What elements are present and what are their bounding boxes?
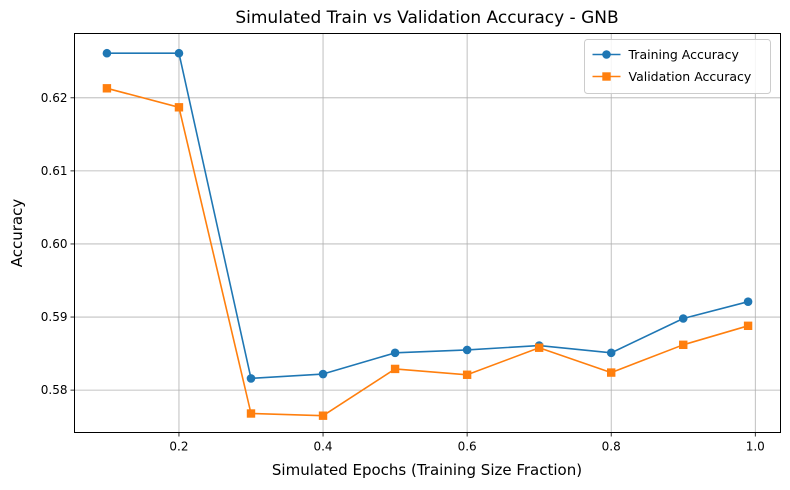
validation-accuracy-point [534,343,544,352]
validation-accuracy-point [318,411,328,420]
y-tick-label: 0.61 [41,164,68,178]
y-tick-label: 0.62 [41,91,68,105]
x-tick-label: 0.6 [458,440,477,454]
validation-accuracy-point [462,370,472,379]
validation-accuracy-point [679,340,688,350]
y-tick-label: 0.58 [41,383,68,397]
legend-box [584,39,771,94]
y-axis-label: Accuracy [8,199,26,268]
legend-marker-training-accuracy [602,50,611,59]
validation-accuracy-point [246,409,256,418]
legend-label-validation-accuracy: Validation Accuracy [629,69,752,84]
validation-accuracy-point [102,84,112,93]
chart-title: Simulated Train vs Validation Accuracy -… [235,8,618,28]
plot-frame [74,33,781,433]
validation-accuracy-point [174,103,184,112]
training-accuracy-point [462,345,472,355]
training-accuracy-point [390,348,400,358]
x-tick-label: 0.2 [169,440,188,454]
validation-accuracy-series [102,84,753,420]
training-accuracy-point [318,369,328,379]
x-tick-label: 0.4 [313,440,332,454]
validation-accuracy-point [607,368,616,377]
training-accuracy-series [102,48,753,383]
training-accuracy-point [102,48,112,58]
legend-marker-validation-accuracy [602,72,611,81]
training-accuracy-point [743,297,753,306]
y-axis: 0.58 0.59 0.60 0.61 0.62 [41,91,75,397]
x-axis-label: Simulated Epochs (Training Size Fraction… [272,461,582,479]
training-accuracy-point [606,348,616,358]
x-axis: 0.2 0.4 0.6 0.8 1.0 [169,432,765,454]
validation-accuracy-line [106,87,749,417]
x-tick-label: 1.0 [746,440,765,454]
training-accuracy-point [174,48,184,58]
validation-accuracy-point [743,321,753,331]
training-accuracy-point [678,314,688,323]
y-tick-label: 0.60 [41,237,68,251]
validation-accuracy-point [390,364,400,374]
x-tick-label: 0.8 [602,440,621,454]
training-accuracy-point [246,374,256,383]
series-layer [102,48,753,420]
training-accuracy-line [106,52,749,380]
grid-lines [74,33,781,433]
legend-label-training-accuracy: Training Accuracy [628,47,740,62]
legend: Training Accuracy Validation Accuracy [584,39,771,94]
y-tick-label: 0.59 [41,310,68,324]
